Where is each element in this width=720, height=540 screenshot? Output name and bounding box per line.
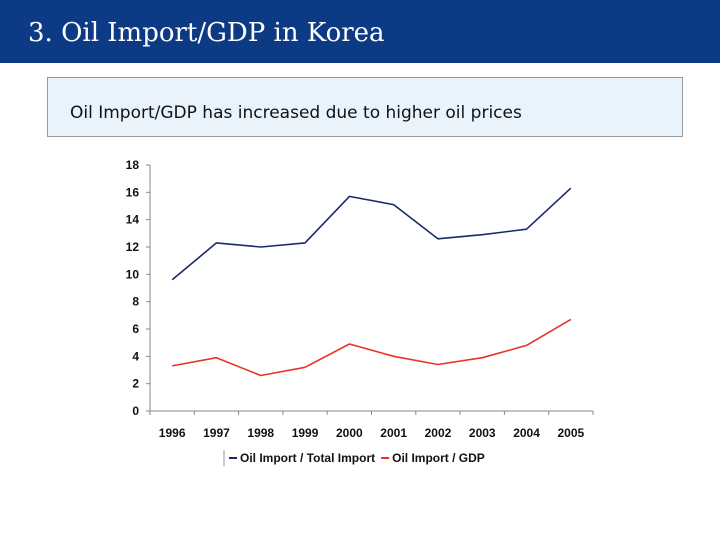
y-tick-label: 14	[126, 213, 140, 227]
x-tick-label: 1997	[203, 426, 230, 440]
x-tick-label: 2005	[557, 426, 584, 440]
subtitle-text: Oil Import/GDP has increased due to high…	[70, 103, 522, 123]
y-axis-ticks: 0 2 4 6 8 10 12 14 16 18	[126, 158, 150, 418]
x-axis-ticks: 1996 1997 1998 1999 2000 2001 2002 2003 2004 2005	[149, 411, 594, 440]
subtitle-box: Oil Import/GDP has increased due to high…	[47, 77, 683, 137]
x-tick-label: 1998	[247, 426, 274, 440]
slide-title: 3. Oil Import/GDP in Korea	[28, 18, 385, 48]
x-tick-label: 1999	[292, 426, 319, 440]
y-tick-label: 10	[126, 267, 140, 281]
y-tick-label: 12	[126, 240, 140, 254]
y-tick-label: 8	[132, 295, 139, 309]
series-line-2	[172, 318, 572, 377]
x-tick-label: 1996	[159, 426, 186, 440]
series-line-1	[171, 187, 572, 281]
x-tick-label: 2004	[513, 426, 540, 440]
x-tick-label: 2003	[469, 426, 496, 440]
y-tick-label: 16	[126, 185, 140, 199]
y-tick-label: 0	[132, 404, 139, 418]
x-tick-label: 2000	[336, 426, 363, 440]
y-tick-label: 18	[126, 158, 140, 172]
title-bar	[0, 0, 720, 63]
x-tick-label: 2001	[380, 426, 407, 440]
chart-legend: Oil Import / Total Import Oil Import / GD…	[223, 450, 485, 466]
y-tick-label: 4	[132, 349, 139, 363]
y-tick-label: 2	[132, 377, 139, 391]
x-tick-label: 2002	[425, 426, 452, 440]
legend-label-2: Oil Import / GDP	[392, 451, 485, 465]
chart-series	[171, 187, 572, 377]
chart-axes	[149, 165, 593, 412]
legend-label-1: Oil Import / Total Import	[240, 451, 375, 465]
y-tick-label: 6	[132, 322, 139, 336]
